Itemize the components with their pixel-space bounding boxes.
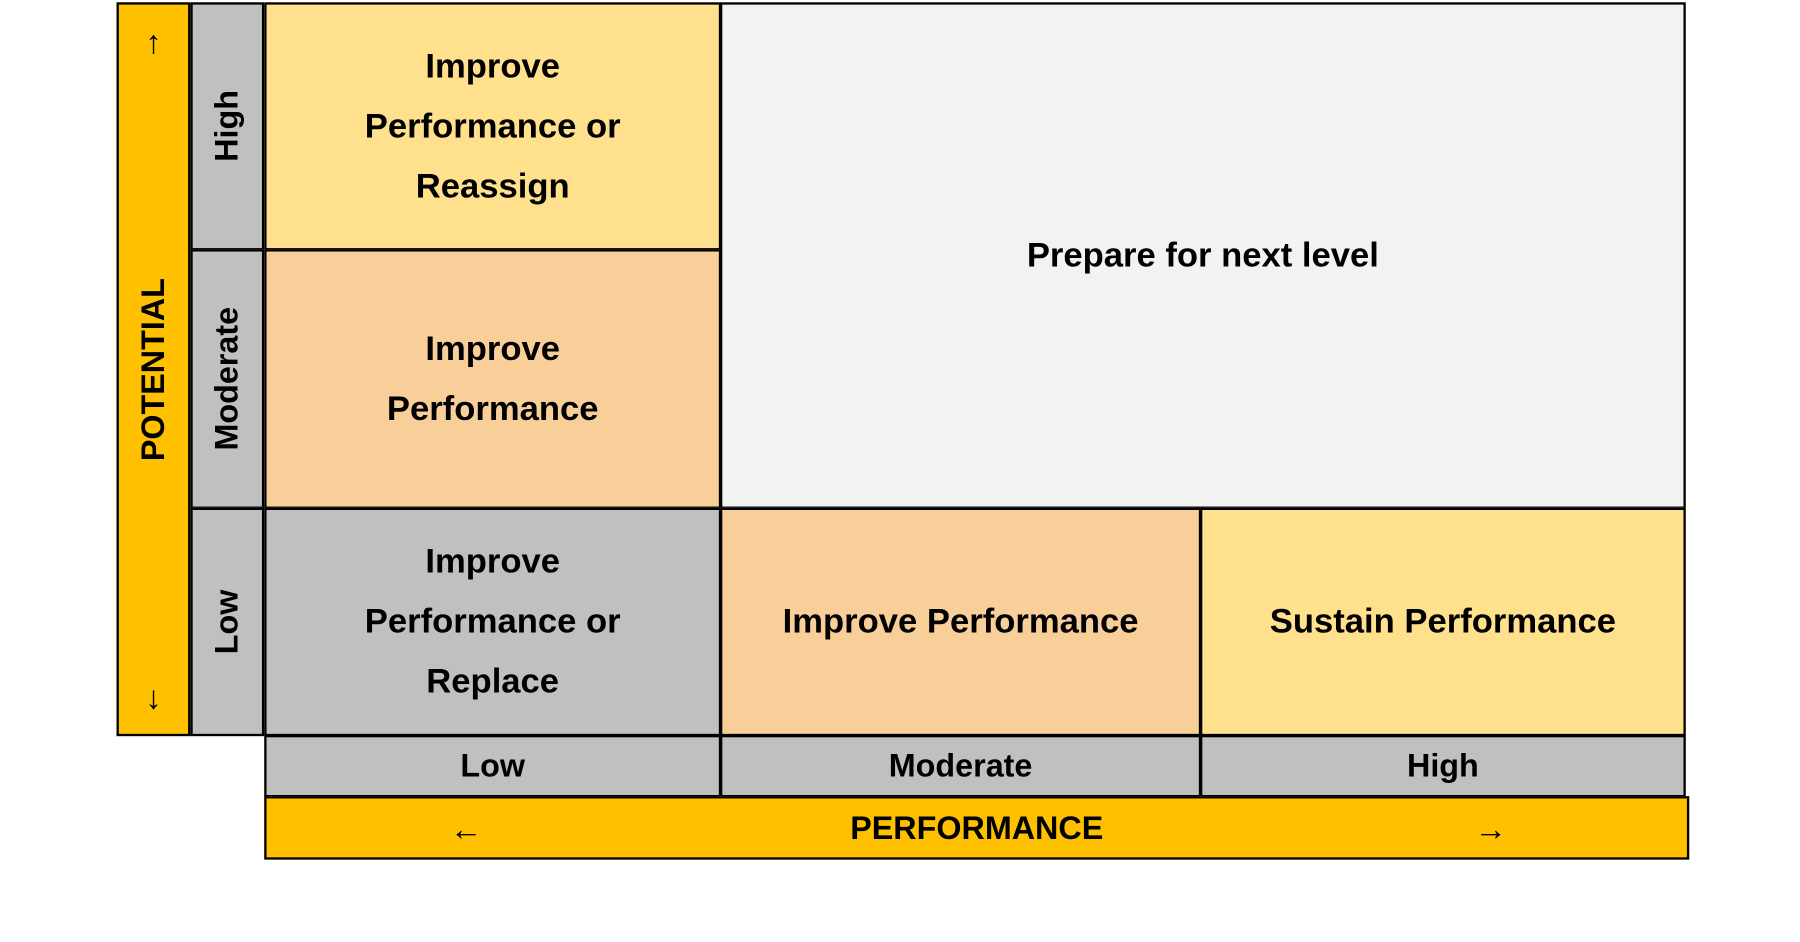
potential-axis: POTENTIAL [116,2,191,737]
x-level-label: Moderate [888,747,1033,784]
cell: Improve Performance [264,249,722,509]
x-level: Moderate [720,735,1202,798]
arrow-up: ↑ [145,24,162,61]
cell: Improve Performance [720,507,1202,737]
cell-text: Improve Performance or Replace [364,542,621,701]
y-level-label: High [208,90,245,163]
y-level: Moderate [190,249,265,509]
x-level-label: High [1406,747,1479,784]
x-level: High [1200,735,1686,798]
cell-text: Improve Performance [386,329,599,428]
x-level-label: Low [460,747,526,784]
x-level: Low [264,735,722,798]
cell: Sustain Performance [1200,507,1686,737]
cell: Improve Performance or Reassign [264,2,722,251]
cell-text: Improve Performance or Reassign [364,46,621,205]
y-level: High [190,2,265,251]
y-level: Low [190,507,265,737]
potential-title: POTENTIAL [135,277,171,461]
performance-title: PERFORMANCE [850,809,1104,846]
cell: Prepare for next level [720,2,1686,509]
cell-text: Improve Performance [782,602,1139,641]
performance-axis: PERFORMANCE [264,796,1690,860]
arrow-right: → [1474,811,1507,847]
y-level-label: Low [208,589,245,655]
cell: Improve Performance or Replace [264,507,722,737]
y-level-label: Moderate [208,307,245,451]
cell-text: Prepare for next level [1026,235,1379,275]
arrow-down: ↓ [145,679,162,716]
cell-text: Sustain Performance [1269,602,1617,641]
arrow-left: ← [450,811,483,847]
